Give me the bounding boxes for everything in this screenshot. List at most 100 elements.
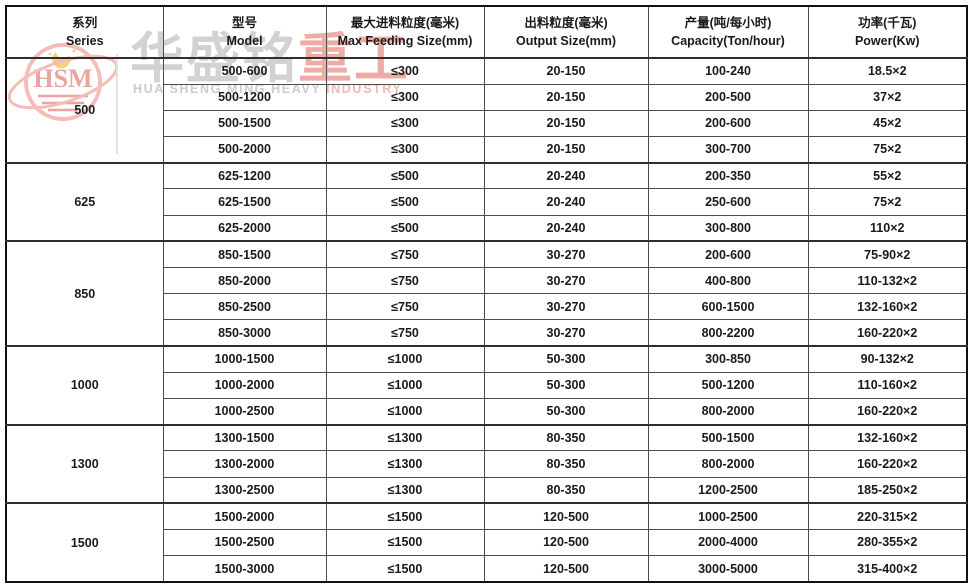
capacity-cell: 3000-5000 bbox=[647, 555, 809, 583]
spec-table: 系列 Series 型号 Model 最大进料粒度(毫米) Max Feeding Siz… bbox=[5, 5, 968, 583]
capacity-cell: 200-600 bbox=[647, 109, 809, 138]
capacity-cell: 600-1500 bbox=[647, 293, 809, 321]
series-cell-625: 625 bbox=[5, 161, 164, 242]
output-size-cell: 20-150 bbox=[483, 109, 649, 138]
max-feeding-size-cell: ≤1000 bbox=[325, 345, 485, 373]
capacity-cell: 500-1500 bbox=[647, 423, 809, 452]
table-row: 850 850-1500 ≤750 30-270 200-600 75-90×2 bbox=[5, 240, 968, 347]
output-size-cell: 50-300 bbox=[483, 345, 649, 373]
table-row: 625-2000 ≤500 20-240 300-800 110×2 bbox=[6, 214, 968, 242]
power-cell: 37×2 bbox=[807, 83, 968, 111]
table-row: 1500-3000 ≤1500 120-500 3000-5000 315-400×2 bbox=[6, 555, 968, 583]
capacity-cell: 250-600 bbox=[647, 188, 809, 216]
max-feeding-size-cell: ≤1500 bbox=[325, 528, 485, 557]
power-cell: 75×2 bbox=[807, 188, 968, 216]
capacity-cell: 200-350 bbox=[647, 161, 809, 190]
max-feeding-size-cell: ≤1500 bbox=[325, 502, 485, 530]
output-size-cell: 80-350 bbox=[483, 423, 649, 452]
power-cell: 110×2 bbox=[807, 214, 968, 242]
table-row: 1500-2500 ≤1500 120-500 2000-4000 280-355×2 bbox=[6, 528, 968, 557]
capacity-cell: 1200-2500 bbox=[647, 476, 809, 504]
table-row: 1300-2500 ≤1300 80-350 1200-2500 185-250×2 bbox=[6, 476, 968, 504]
col-header-model: 型号 Model bbox=[162, 5, 327, 59]
power-cell: 315-400×2 bbox=[807, 555, 968, 583]
capacity-cell: 100-240 bbox=[647, 57, 809, 85]
output-size-cell: 120-500 bbox=[483, 502, 649, 530]
series-cell-1300: 1300 bbox=[5, 423, 164, 504]
series-cell-1000: 1000 bbox=[5, 345, 164, 426]
series-cell-850: 850 bbox=[5, 240, 164, 347]
power-cell: 280-355×2 bbox=[807, 528, 968, 557]
series-cell-500: 500 bbox=[5, 57, 164, 164]
capacity-cell: 200-600 bbox=[647, 240, 809, 269]
capacity-cell: 800-2200 bbox=[647, 319, 809, 347]
col-header-max-feeding-size: 最大进料粒度(毫米) Max Feeding Size(mm) bbox=[325, 5, 485, 59]
power-cell: 132-160×2 bbox=[807, 423, 968, 452]
table-row: 1000-2000 ≤1000 50-300 500-1200 110-160×2 bbox=[6, 371, 968, 399]
capacity-cell: 800-2000 bbox=[647, 450, 809, 478]
model-cell: 500-1200 bbox=[162, 83, 327, 111]
model-cell: 1000-1500 bbox=[162, 345, 327, 373]
max-feeding-size-cell: ≤300 bbox=[325, 136, 485, 164]
spec-table-header: 系列 Series 型号 Model 最大进料粒度(毫米) Max Feeding Siz… bbox=[5, 5, 968, 59]
capacity-cell: 200-500 bbox=[647, 83, 809, 111]
spec-table-body: 500 500-600 ≤300 20-150 100-240 18.5×2 500-120… bbox=[5, 57, 968, 583]
capacity-cell: 300-700 bbox=[647, 136, 809, 164]
table-row: 1300 1300-1500 ≤1300 80-350 500-1500 132-160×… bbox=[5, 423, 968, 504]
capacity-cell: 300-850 bbox=[647, 345, 809, 373]
table-row: 1000-2500 ≤1000 50-300 800-2000 160-220×2 bbox=[6, 397, 968, 426]
power-cell: 75×2 bbox=[807, 136, 968, 164]
header-row: 系列 Series 型号 Model 最大进料粒度(毫米) Max Feeding Siz… bbox=[5, 5, 968, 59]
model-cell: 1000-2000 bbox=[162, 371, 327, 399]
max-feeding-size-cell: ≤1500 bbox=[325, 555, 485, 583]
capacity-cell: 300-800 bbox=[647, 214, 809, 242]
model-cell: 625-1200 bbox=[162, 161, 327, 190]
power-cell: 220-315×2 bbox=[807, 502, 968, 530]
max-feeding-size-cell: ≤750 bbox=[325, 266, 485, 295]
table-row: 500-1200 ≤300 20-150 200-500 37×2 bbox=[6, 83, 968, 111]
output-size-cell: 120-500 bbox=[483, 528, 649, 557]
model-cell: 500-2000 bbox=[162, 136, 327, 164]
max-feeding-size-cell: ≤500 bbox=[325, 161, 485, 190]
max-feeding-size-cell: ≤300 bbox=[325, 109, 485, 138]
model-cell: 500-600 bbox=[162, 57, 327, 85]
max-feeding-size-cell: ≤1300 bbox=[325, 423, 485, 452]
capacity-cell: 400-800 bbox=[647, 266, 809, 295]
power-cell: 18.5×2 bbox=[807, 57, 968, 85]
power-cell: 160-220×2 bbox=[807, 450, 968, 478]
model-cell: 1500-2500 bbox=[162, 528, 327, 557]
output-size-cell: 120-500 bbox=[483, 555, 649, 583]
output-size-cell: 80-350 bbox=[483, 476, 649, 504]
power-cell: 160-220×2 bbox=[807, 397, 968, 426]
table-row: 500-2000 ≤300 20-150 300-700 75×2 bbox=[6, 136, 968, 164]
output-size-cell: 80-350 bbox=[483, 450, 649, 478]
model-cell: 625-2000 bbox=[162, 214, 327, 242]
max-feeding-size-cell: ≤1000 bbox=[325, 371, 485, 399]
power-cell: 185-250×2 bbox=[807, 476, 968, 504]
model-cell: 850-2000 bbox=[162, 266, 327, 295]
output-size-cell: 50-300 bbox=[483, 397, 649, 426]
table-row: 500 500-600 ≤300 20-150 100-240 18.5×2 bbox=[5, 57, 968, 164]
output-size-cell: 30-270 bbox=[483, 266, 649, 295]
capacity-cell: 1000-2500 bbox=[647, 502, 809, 530]
max-feeding-size-cell: ≤300 bbox=[325, 83, 485, 111]
col-header-capacity: 产量(吨/每小时) Capacity(Ton/hour) bbox=[647, 5, 809, 59]
max-feeding-size-cell: ≤750 bbox=[325, 319, 485, 347]
max-feeding-size-cell: ≤750 bbox=[325, 293, 485, 321]
model-cell: 1300-2500 bbox=[162, 476, 327, 504]
capacity-cell: 2000-4000 bbox=[647, 528, 809, 557]
model-cell: 850-2500 bbox=[162, 293, 327, 321]
model-cell: 1000-2500 bbox=[162, 397, 327, 426]
col-header-power: 功率(千瓦) Power(Kw) bbox=[807, 5, 968, 59]
power-cell: 45×2 bbox=[807, 109, 968, 138]
output-size-cell: 20-150 bbox=[483, 136, 649, 164]
output-size-cell: 30-270 bbox=[483, 293, 649, 321]
power-cell: 110-160×2 bbox=[807, 371, 968, 399]
max-feeding-size-cell: ≤500 bbox=[325, 188, 485, 216]
max-feeding-size-cell: ≤500 bbox=[325, 214, 485, 242]
output-size-cell: 20-240 bbox=[483, 161, 649, 190]
power-cell: 160-220×2 bbox=[807, 319, 968, 347]
power-cell: 75-90×2 bbox=[807, 240, 968, 269]
power-cell: 90-132×2 bbox=[807, 345, 968, 373]
model-cell: 625-1500 bbox=[162, 188, 327, 216]
